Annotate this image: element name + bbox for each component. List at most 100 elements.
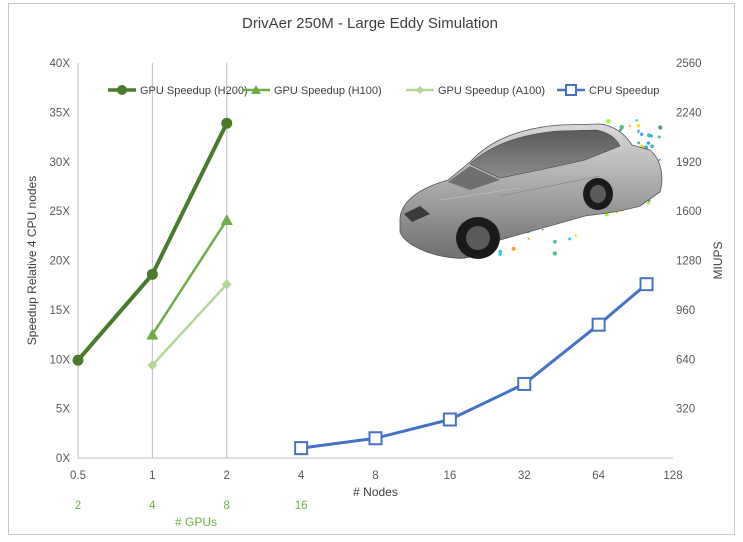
flow-particle: [605, 212, 609, 217]
gpu-tick-label: 2: [75, 500, 81, 512]
flow-particle: [635, 119, 638, 122]
flow-particle: [637, 132, 640, 134]
y-tick-label: 20X: [50, 256, 71, 268]
flow-particle: [574, 234, 578, 237]
flow-particle: [650, 144, 654, 149]
x-tick-label: 32: [518, 470, 531, 482]
flow-particle: [646, 201, 650, 205]
legend-label: CPU Speedup: [589, 85, 659, 97]
legend-item-0: GPU Speedup (H200): [108, 85, 248, 97]
y-tick-label: 5X: [56, 404, 70, 416]
data-point: [517, 376, 532, 391]
legend-item-2: GPU Speedup (A100): [406, 85, 545, 97]
series-1: [146, 214, 233, 340]
data-point: [294, 441, 309, 456]
x-tick-label: 128: [663, 470, 682, 482]
y2-axis-label: MIUPS: [711, 241, 725, 279]
flow-particle: [637, 129, 640, 133]
x-tick-label: 4: [298, 470, 305, 482]
series-line: [300, 283, 648, 450]
y2-tick-label: 640: [676, 354, 695, 366]
series-line: [151, 283, 228, 367]
series-3: [294, 277, 654, 456]
data-point: [147, 360, 158, 371]
y-tick-label: 35X: [50, 107, 71, 119]
data-point: [639, 277, 654, 292]
y2-tick-label: 1280: [676, 256, 702, 268]
x-tick-label: 16: [443, 470, 456, 482]
x-tick-label: 0.5: [70, 470, 86, 482]
y-tick-label: 15X: [50, 305, 71, 317]
y2-tick-label: 1600: [676, 206, 702, 218]
data-point: [221, 279, 232, 290]
data-point: [72, 354, 84, 366]
data-point: [146, 328, 159, 340]
y2-tick-label: 320: [676, 404, 695, 416]
flow-particle: [658, 158, 661, 161]
legend-item-1: GPU Speedup (H100): [242, 85, 382, 97]
y-tick-label: 30X: [50, 157, 71, 169]
chart-title: DrivAer 250M - Large Eddy Simulation: [242, 15, 498, 32]
legend-marker: [117, 85, 127, 95]
data-point: [221, 117, 233, 129]
y2-tick-label: 1920: [676, 157, 702, 169]
x-tick-label: 64: [592, 470, 605, 482]
flow-particle: [498, 252, 502, 256]
legend-marker: [251, 85, 261, 94]
x-tick-label: 8: [372, 470, 378, 482]
flow-particle: [511, 246, 516, 251]
flow-particle: [657, 135, 661, 139]
x-tick-label: 1: [149, 470, 155, 482]
gpu-tick-label: 16: [295, 500, 308, 512]
y-axis-label: Speedup Relative 4 CPU nodes: [25, 176, 39, 345]
y-tick-label: 25X: [50, 206, 71, 218]
legend: GPU Speedup (H200) GPU Speedup (H100) GPU …: [108, 84, 659, 97]
series-layer: [72, 117, 654, 456]
legend-marker: [416, 86, 424, 94]
legend-marker: [565, 84, 577, 96]
legend-label: GPU Speedup (H100): [274, 85, 382, 97]
flow-particle: [552, 251, 557, 256]
flow-particle: [640, 132, 644, 136]
flow-particle: [628, 125, 631, 127]
axes: 0.5 1 2 4 8 16 32 64 128 0X 5X 10X 15X 20X 25X 30X 35X 40…: [25, 58, 725, 529]
flow-particle: [553, 239, 557, 244]
y-tick-label: 40X: [50, 58, 71, 70]
legend-item-3: CPU Speedup: [557, 84, 659, 97]
y-tick-label: 10X: [50, 354, 71, 366]
x-tick-label: 2: [224, 470, 230, 482]
series-0: [72, 117, 233, 366]
flow-particle: [527, 237, 530, 240]
gridlines: [151, 63, 228, 458]
data-point: [368, 431, 383, 446]
flow-particle: [498, 249, 503, 254]
gpu-tick-label: 8: [224, 500, 230, 512]
flow-particle: [658, 125, 663, 130]
series-line: [151, 219, 228, 336]
y2-tick-label: 2240: [676, 107, 702, 119]
data-point: [220, 214, 233, 226]
car-aerodynamics-render-icon: [399, 119, 663, 259]
series-2: [147, 279, 232, 371]
flow-particle: [636, 123, 640, 128]
y2-tick-label: 2560: [676, 58, 702, 70]
x-axis-label: # Nodes: [353, 485, 398, 499]
flow-particle: [637, 141, 641, 145]
y2-tick-label: 960: [676, 305, 695, 317]
flow-particle: [619, 124, 624, 130]
legend-label: GPU Speedup (H200): [140, 85, 248, 97]
legend-label: GPU Speedup (A100): [438, 85, 545, 97]
data-point: [591, 317, 606, 332]
flow-particle: [619, 128, 622, 132]
data-point: [146, 268, 158, 280]
gpu-axis-label: # GPUs: [175, 515, 217, 529]
flow-particle: [646, 141, 651, 145]
data-point: [442, 412, 457, 427]
gpu-tick-label: 4: [149, 500, 156, 512]
y-tick-label: 0X: [56, 453, 70, 465]
flow-particle: [568, 237, 572, 241]
flow-particle: [606, 119, 611, 124]
flow-particle: [646, 133, 652, 138]
flow-particle: [541, 228, 544, 231]
